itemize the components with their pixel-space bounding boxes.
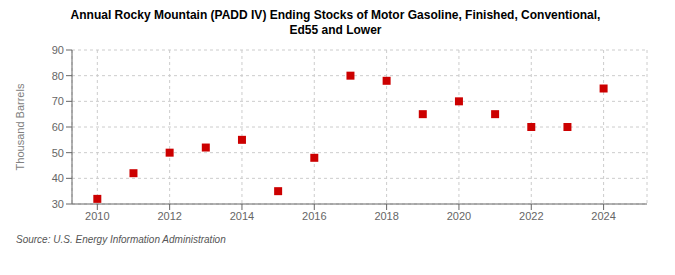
html-text:Ed55 and Lower: Ed55 and Lower (289, 23, 382, 37)
svg-text:2024: 2024 (591, 210, 615, 222)
svg-text:2020: 2020 (447, 210, 471, 222)
svg-text:50: 50 (52, 147, 64, 159)
svg-text:60: 60 (52, 121, 64, 133)
svg-text:90: 90 (52, 44, 64, 56)
svg-text:2022: 2022 (519, 210, 543, 222)
svg-text:2010: 2010 (85, 210, 109, 222)
svg-text:70: 70 (52, 95, 64, 107)
html-text:Source: U.S. Energy Informatio: Source: U.S. Energy Information Administ… (16, 234, 226, 245)
svg-text:80: 80 (52, 70, 64, 82)
svg-text:2018: 2018 (374, 210, 398, 222)
svg-text:Thousand Barrels: Thousand Barrels (14, 83, 26, 170)
svg-text:2016: 2016 (302, 210, 326, 222)
svg-text:2012: 2012 (157, 210, 181, 222)
svg-text:2014: 2014 (230, 210, 254, 222)
html-text:Annual Rocky Mountain (PADD IV: Annual Rocky Mountain (PADD IV) Ending S… (70, 8, 601, 22)
svg-text:30: 30 (52, 198, 64, 210)
svg-text:40: 40 (52, 172, 64, 184)
